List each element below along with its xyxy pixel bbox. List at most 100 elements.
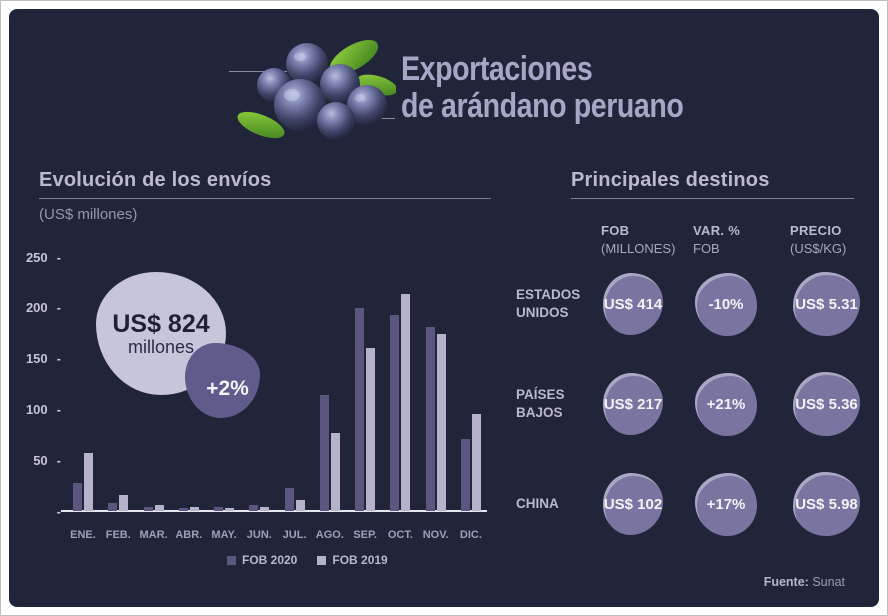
value-circle: US$ 5.98 (793, 472, 860, 536)
bar-fob-2019 (154, 504, 164, 511)
bar-group: JUN. (247, 257, 272, 541)
value-cell: +21% (693, 372, 790, 436)
value-cell: US$ 5.98 (790, 472, 868, 536)
total-bubble-value: US$ 824 (112, 309, 210, 338)
y-axis-tick: 200- (3, 300, 61, 316)
bar-fob-2020 (390, 314, 400, 511)
value-circle: US$ 5.36 (793, 372, 860, 436)
column-header: VAR. % FOB (693, 223, 790, 256)
x-axis-label: OCT. (387, 529, 413, 541)
y-axis-tick: 100- (3, 401, 61, 417)
bar-fob-2020 (460, 438, 470, 511)
bar-fob-2020 (355, 307, 365, 511)
legend-swatch (227, 555, 236, 565)
bar-fob-2019 (366, 348, 376, 511)
x-axis-label: SEP. (353, 529, 377, 541)
bar-fob-2019 (119, 494, 129, 511)
column-header: FOB (MILLONES) (601, 223, 693, 256)
bar-fob-2019 (260, 506, 270, 511)
bar-fob-2020 (249, 504, 259, 511)
bar-chart-plot: ENE. FEB. MAR. ABR. MAY. JUN. JUL. AGO. SEP. OCT.… (26, 250, 487, 541)
variation-bubble: +2% (185, 343, 260, 418)
value-circle: +21% (695, 372, 757, 436)
page-title-line1: Exportaciones (401, 50, 593, 88)
x-axis-label: ENE. (70, 529, 96, 541)
bar-group: ENE. (70, 257, 96, 541)
destinations-section-title: Principales destinos (571, 169, 770, 191)
x-axis-label: FEB. (105, 529, 131, 541)
column-header-line2: (US$/KG) (790, 241, 847, 256)
bar-fob-2020 (143, 506, 153, 511)
destinations-section-rule (571, 198, 854, 199)
destinations-header-row: FOB (MILLONES) VAR. % FOB PRECIO (US$/KG) (516, 223, 868, 256)
y-axis-tick: 50- (3, 452, 61, 468)
y-axis-tick-dash: - (56, 351, 61, 367)
source-note: Fuente: Sunat (764, 575, 845, 589)
bar-fob-2020 (108, 502, 118, 511)
bar-fob-2019 (401, 293, 411, 511)
y-axis-tick-label: 50 (33, 452, 48, 468)
page-title: Exportaciones de arándano peruano (401, 50, 684, 125)
legend-item: FOB 2020 (227, 553, 297, 567)
value-cell: US$ 5.31 (790, 272, 868, 336)
column-header-line1: FOB (601, 223, 630, 238)
value-circle: +17% (695, 472, 757, 536)
source-label: Fuente: (763, 575, 809, 589)
bar-groups: ENE. FEB. MAR. ABR. MAY. JUN. JUL. AGO. SEP. OCT.… (70, 257, 482, 541)
y-axis-tick-dash: - (56, 401, 61, 417)
bar-group: SEP. (353, 257, 377, 541)
legend-item: FOB 2019 (317, 553, 388, 567)
destination-row: ESTADOS UNIDOS US$ 414 -10% US$ 5.31 (516, 272, 868, 336)
value-circle: US$ 5.31 (793, 272, 860, 336)
column-header-line1: PRECIO (790, 223, 842, 238)
y-axis-tick-dash: - (56, 452, 61, 468)
destination-row: PAÍSES BAJOS US$ 217 +21% US$ 5.36 (516, 372, 868, 436)
bar-fob-2020 (284, 487, 294, 511)
x-axis-line (61, 510, 487, 512)
y-axis-tick: 250- (3, 249, 61, 265)
column-header: PRECIO (US$/KG) (790, 223, 868, 256)
legend-label: FOB 2019 (332, 553, 388, 567)
x-axis-label: JUL. (282, 529, 307, 541)
source-value: Sunat (812, 575, 845, 589)
value-cell: -10% (693, 272, 790, 336)
destinations-table: FOB (MILLONES) VAR. % FOB PRECIO (US$/KG) ESTA… (516, 223, 868, 572)
bar-group: DIC. (460, 257, 482, 541)
blueberries-image (234, 31, 398, 148)
y-axis-tick-label: 200 (25, 300, 48, 316)
bar-fob-2019 (471, 414, 481, 511)
value-cell: US$ 217 (601, 373, 693, 435)
bar-fob-2020 (73, 482, 82, 511)
x-axis-label: MAR. (139, 529, 168, 541)
bar-chart: ENE. FEB. MAR. ABR. MAY. JUN. JUL. AGO. SEP. OCT.… (26, 250, 489, 586)
page-title-line2: de arándano peruano (401, 87, 684, 125)
legend-label: FOB 2020 (242, 553, 298, 567)
value-cell: +17% (693, 472, 790, 536)
bar-fob-2019 (189, 506, 199, 511)
bar-group: ABR. (175, 257, 202, 541)
y-axis-tick-dash: - (56, 249, 61, 265)
bar-fob-2020 (319, 395, 329, 511)
x-axis-label: ABR. (175, 529, 203, 541)
bar-fob-2020 (214, 506, 224, 511)
header-deco-line-left (229, 71, 287, 72)
bar-group: NOV. (423, 257, 449, 541)
value-circle: US$ 414 (603, 273, 663, 335)
bar-fob-2019 (330, 432, 340, 511)
country-label: ESTADOS UNIDOS (516, 287, 581, 320)
variation-bubble-value: +2% (206, 376, 249, 400)
legend-swatch (317, 555, 327, 565)
value-cell: US$ 102 (601, 473, 693, 535)
bar-group: FEB. (106, 257, 131, 541)
bar-fob-2019 (84, 453, 93, 511)
y-axis-tick-label: 100 (25, 401, 48, 417)
evolution-unit-label: (US$ millones) (39, 206, 138, 223)
y-axis-tick-label: 150 (25, 351, 48, 367)
bar-group: AGO. (316, 257, 344, 541)
value-cell: US$ 414 (601, 273, 693, 335)
bar-fob-2019 (295, 499, 305, 511)
evolution-section-title: Evolución de los envíos (39, 169, 272, 191)
bar-group: JUL. (283, 257, 307, 541)
y-axis-tick-dash: - (56, 503, 61, 519)
